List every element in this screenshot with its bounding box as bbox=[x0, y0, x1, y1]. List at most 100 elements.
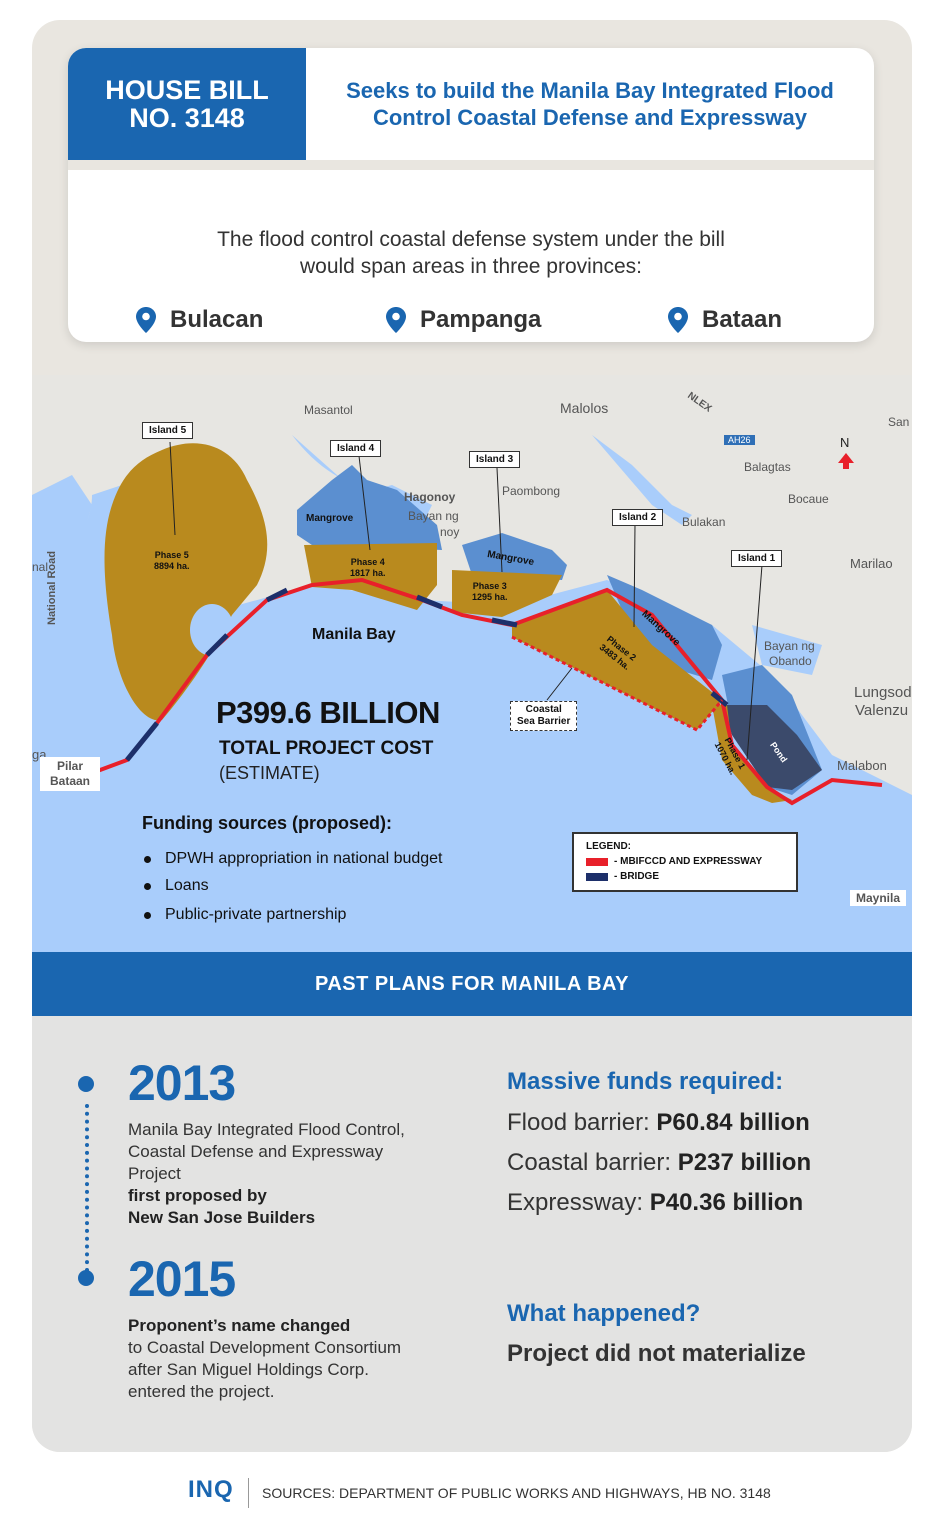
province-label: Bulacan bbox=[170, 306, 264, 333]
past-plans-body bbox=[32, 1016, 912, 1452]
bill-description: Seeks to build the Manila Bay Integrated… bbox=[306, 48, 874, 160]
timeline-dot bbox=[78, 1270, 94, 1286]
coastal-sea-barrier-label: Coastal Sea Barrier bbox=[510, 701, 578, 731]
phase-3-area bbox=[452, 570, 562, 617]
funds-label: Flood barrier: bbox=[507, 1109, 657, 1136]
funds-label: Coastal barrier: bbox=[507, 1149, 678, 1176]
place-label: Hagonoy bbox=[404, 490, 456, 504]
legend-swatch bbox=[586, 872, 608, 881]
bill-number-box: HOUSE BILL NO. 3148 bbox=[68, 48, 306, 160]
place-label: Bulakan bbox=[682, 515, 726, 529]
funding-item-text: DPWH appropriation in national budget bbox=[165, 850, 443, 867]
funds-row: Coastal barrier: P237 billion bbox=[507, 1149, 811, 1177]
bill-title-line1: HOUSE BILL bbox=[105, 75, 269, 105]
phase-area: 8894 ha. bbox=[154, 561, 190, 571]
place-label: Obando bbox=[769, 654, 812, 668]
desc-line: after San Miguel Holdings Corp. bbox=[128, 1360, 369, 1379]
sources-text: SOURCES: DEPARTMENT OF PUBLIC WORKS AND … bbox=[262, 1485, 771, 1501]
legend-item: - BRIDGE bbox=[586, 871, 659, 882]
funds-label: Expressway: bbox=[507, 1189, 650, 1216]
bridge-segment bbox=[416, 594, 443, 610]
island-label: Island 1 bbox=[731, 550, 783, 567]
phase-area: 1817 ha. bbox=[350, 568, 386, 578]
island-label: Island 4 bbox=[330, 440, 382, 457]
desc-line: Project first proposed by bbox=[128, 1163, 405, 1207]
coastal-sea-barrier-line bbox=[511, 635, 724, 732]
bullet-icon bbox=[144, 882, 151, 890]
bay-label: Manila Bay bbox=[312, 626, 396, 643]
pilar-bataan-label: Pilar Bataan bbox=[40, 757, 101, 791]
total-cost-note: (ESTIMATE) bbox=[219, 763, 320, 783]
funding-title: Funding sources (proposed): bbox=[142, 813, 392, 833]
place-label: San bbox=[888, 415, 910, 429]
place-label: Malolos bbox=[560, 400, 609, 416]
place-label: Pilar bbox=[57, 759, 84, 773]
year-2013-description: Manila Bay Integrated Flood Control, Coa… bbox=[128, 1119, 405, 1229]
desc-emphasis: first proposed by bbox=[128, 1186, 267, 1205]
total-cost-amount: P399.6 BILLION bbox=[216, 695, 440, 730]
funds-required-title: Massive funds required: bbox=[507, 1068, 784, 1095]
legend-item: - MBIFCCD AND EXPRESSWAY bbox=[586, 856, 762, 867]
island-label: Island 3 bbox=[469, 451, 521, 468]
desc-line: entered the project. bbox=[128, 1382, 275, 1401]
funding-item: Loans bbox=[144, 877, 209, 895]
phase-label: Phase 4 1817 ha. bbox=[350, 557, 386, 579]
barrier-label-line2: Sea Barrier bbox=[517, 716, 571, 727]
funding-item-text: Loans bbox=[165, 877, 209, 894]
place-label: Maynila bbox=[850, 890, 907, 906]
phase-name: Phase 5 bbox=[154, 550, 189, 560]
place-label: Bayan ng bbox=[764, 639, 815, 653]
island-label: Island 5 bbox=[142, 422, 194, 439]
expressway-route bbox=[91, 577, 883, 806]
funds-value: P60.84 billion bbox=[656, 1109, 810, 1136]
legend-title: LEGEND: bbox=[586, 841, 631, 852]
funding-item-text: Public-private partnership bbox=[165, 906, 347, 923]
total-cost-label: TOTAL PROJECT COST bbox=[219, 738, 434, 759]
funds-row: Flood barrier: P60.84 billion bbox=[507, 1109, 810, 1137]
desc-emphasis: New San Jose Builders bbox=[128, 1208, 316, 1227]
divider bbox=[68, 160, 874, 170]
phase-1-area bbox=[712, 705, 792, 803]
mangrove-area bbox=[297, 465, 442, 550]
bridge-segment bbox=[205, 633, 229, 657]
span-description: The flood control coastal defense system… bbox=[68, 226, 874, 280]
map-legend: LEGEND: - MBIFCCD AND EXPRESSWAY - BRIDG… bbox=[572, 832, 798, 892]
river bbox=[752, 625, 822, 675]
footer-divider bbox=[248, 1478, 249, 1508]
place-label: Valenzu bbox=[855, 702, 909, 719]
place-label: nal bbox=[32, 560, 49, 574]
bridge-segment bbox=[125, 721, 159, 762]
phase-name: Phase 4 bbox=[350, 557, 385, 567]
phase-label: Phase 3 1295 ha. bbox=[472, 581, 508, 603]
legend-label: - BRIDGE bbox=[614, 871, 659, 882]
phase-label: Phase 5 8894 ha. bbox=[154, 550, 190, 572]
what-happened-title: What happened? bbox=[507, 1300, 701, 1327]
province-pampanga: Pampanga bbox=[386, 306, 541, 334]
callout-line bbox=[496, 467, 503, 573]
desc-emphasis: Proponent’s name changed bbox=[128, 1316, 351, 1335]
callout-line bbox=[746, 564, 763, 761]
place-label: Paombong bbox=[502, 484, 561, 498]
desc-line: Manila Bay Integrated Flood Control, bbox=[128, 1120, 405, 1139]
west-water bbox=[32, 475, 92, 615]
pond-area bbox=[722, 705, 822, 790]
brand-logo: INQ bbox=[188, 1476, 234, 1503]
place-label: Lungsod bbox=[854, 684, 912, 701]
header-card: HOUSE BILL NO. 3148 Seeks to build the M… bbox=[68, 48, 874, 342]
place-label: Marilao bbox=[850, 556, 893, 571]
bill-title-line2: NO. 3148 bbox=[129, 103, 245, 133]
barrier-label-line1: Coastal bbox=[525, 704, 562, 715]
callout-line bbox=[358, 455, 371, 551]
funding-item: Public-private partnership bbox=[144, 906, 346, 924]
province-bulacan: Bulacan bbox=[136, 306, 263, 334]
bridge-segment bbox=[710, 691, 729, 707]
legend-swatch bbox=[586, 857, 608, 866]
bridge-segment bbox=[491, 617, 518, 628]
north-arrow-icon bbox=[838, 453, 854, 463]
location-pin-icon bbox=[386, 307, 406, 333]
location-pin-icon bbox=[136, 307, 156, 333]
funds-row: Expressway: P40.36 billion bbox=[507, 1189, 803, 1217]
bill-desc-line2: Control Coastal Defense and Expressway bbox=[372, 105, 808, 130]
place-label: Bayan ng bbox=[408, 509, 459, 523]
timeline-dot bbox=[78, 1076, 94, 1092]
